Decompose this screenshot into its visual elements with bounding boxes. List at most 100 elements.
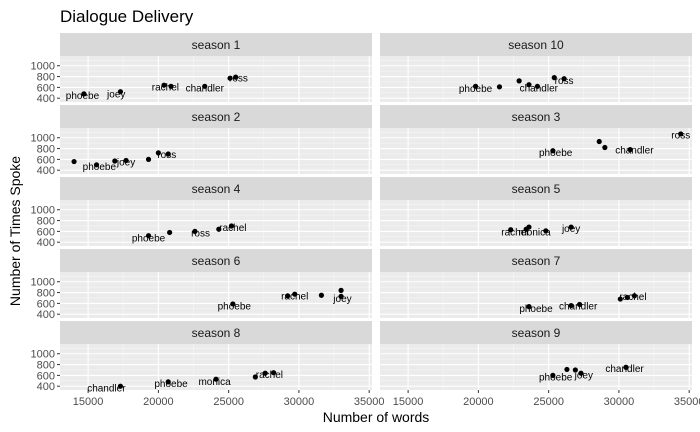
scatter-point xyxy=(123,157,129,164)
facet-strip-label: season 7 xyxy=(512,254,561,268)
y-tick-label: 800 xyxy=(37,288,55,300)
scatter-point xyxy=(624,294,630,301)
point-label: phoebe xyxy=(459,84,493,95)
scatter-point xyxy=(550,148,556,154)
scatter-point xyxy=(252,374,258,380)
scatter-point xyxy=(526,82,532,88)
point-label: joey xyxy=(574,370,593,381)
facet-strip-label: season 2 xyxy=(192,110,241,124)
point-label: ross xyxy=(157,150,176,161)
facet-strip-label: season 9 xyxy=(512,326,561,340)
y-tick-label: 800 xyxy=(37,72,55,84)
point-label: joey xyxy=(332,294,351,305)
scatter-point xyxy=(602,144,608,151)
scatter-point xyxy=(165,151,171,157)
scatter-point xyxy=(227,75,233,81)
point-label: phoebe xyxy=(66,91,100,102)
point-label: ross xyxy=(229,74,248,85)
point-label: phoebe xyxy=(539,373,573,384)
facet-strip xyxy=(380,249,692,272)
panel-background xyxy=(380,128,692,174)
scatter-point xyxy=(117,383,124,389)
scatter-point xyxy=(202,83,208,89)
y-tick-label: 600 xyxy=(37,226,55,238)
scatter-point xyxy=(596,138,602,145)
point-label: rachel xyxy=(281,291,308,302)
scatter-point xyxy=(271,370,277,376)
facet-strip xyxy=(60,177,372,200)
point-label: joey xyxy=(561,224,580,235)
panel-background xyxy=(60,272,372,318)
y-tick-label: 1000 xyxy=(31,205,55,217)
panel-background xyxy=(380,344,692,390)
facet-strip xyxy=(60,105,372,128)
scatter-point xyxy=(508,227,514,233)
point-label: phoebe xyxy=(83,162,117,173)
point-label: joey xyxy=(116,158,135,169)
scatter-point xyxy=(617,296,623,302)
scatter-point xyxy=(472,83,479,89)
point-label: chandler xyxy=(615,146,654,157)
y-tick-label: 1000 xyxy=(31,61,55,73)
scatter-point xyxy=(550,372,556,378)
x-tick-label: 35000 xyxy=(354,396,385,408)
scatter-point xyxy=(568,224,574,230)
panel-background xyxy=(380,200,692,246)
y-tick-label: 1000 xyxy=(31,133,55,145)
point-label: rachel xyxy=(256,370,283,381)
scatter-point xyxy=(576,301,583,308)
scatter-point xyxy=(516,78,522,84)
scatter-point xyxy=(678,131,684,137)
scatter-point xyxy=(145,156,152,162)
scatter-point xyxy=(213,376,219,382)
point-label: ross xyxy=(191,229,210,240)
point-label: chandler xyxy=(87,383,126,394)
point-label: ross xyxy=(555,76,574,87)
panel-background xyxy=(60,200,372,246)
x-tick-label: 30000 xyxy=(604,396,635,408)
facet-strip-label: season 8 xyxy=(192,326,241,340)
scatter-point xyxy=(543,228,549,234)
facet-strip-label: season 6 xyxy=(192,254,241,268)
panel-background xyxy=(380,56,692,102)
point-label: monica xyxy=(198,377,231,388)
scatter-point xyxy=(551,75,557,81)
y-tick-label: 800 xyxy=(37,144,55,156)
y-tick-label: 400 xyxy=(37,381,55,393)
point-label: rachel xyxy=(619,292,646,303)
y-tick-label: 800 xyxy=(37,360,55,372)
facet-strip-label: season 10 xyxy=(508,38,564,52)
point-label: phoebe xyxy=(519,304,553,315)
scatter-point xyxy=(145,233,152,239)
y-tick-label: 400 xyxy=(37,93,55,105)
facet-strip xyxy=(60,33,372,56)
scatter-point xyxy=(631,293,637,299)
scatter-point xyxy=(81,91,87,97)
scatter-point xyxy=(262,370,268,376)
scatter-point xyxy=(568,302,574,309)
point-label: phoebe xyxy=(132,233,166,244)
point-label: chandler xyxy=(520,83,559,94)
scatter-point xyxy=(93,162,100,168)
point-label: rachel xyxy=(219,223,246,234)
point-label: rachel xyxy=(152,82,179,93)
scatter-point xyxy=(112,158,118,164)
y-tick-label: 600 xyxy=(37,82,55,94)
facet-panel: season 7 phoebe chandler rachel xyxy=(380,249,692,318)
scatter-point xyxy=(578,370,584,376)
point-label: phoebe xyxy=(539,148,573,159)
scatter-point xyxy=(534,83,541,89)
y-axis-label: Number of Times Spoke xyxy=(7,156,23,306)
y-tick-label: 600 xyxy=(37,154,55,166)
point-label: joey xyxy=(106,89,125,100)
scatter-point xyxy=(71,158,77,165)
point-label: chandler xyxy=(186,83,225,94)
scatter-point xyxy=(216,226,222,232)
point-label: monica xyxy=(518,227,551,238)
facet-strip-label: season 4 xyxy=(192,182,241,196)
